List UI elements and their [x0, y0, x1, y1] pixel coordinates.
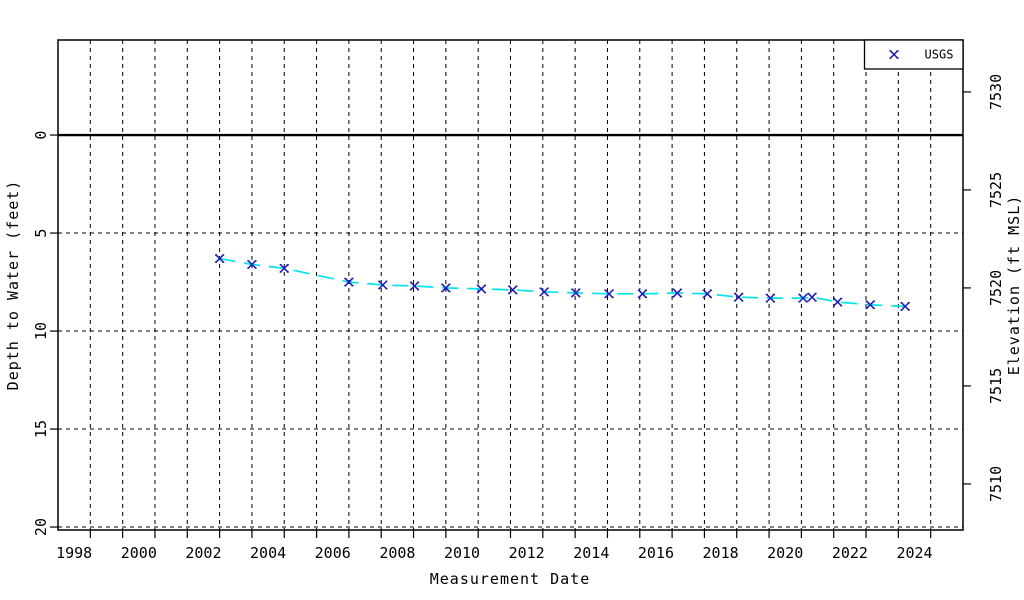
data-point-marker — [476, 284, 487, 294]
left-y-tick-label: 15 — [32, 420, 50, 438]
data-point-marker — [865, 300, 875, 310]
left-y-tick-label: 20 — [32, 518, 50, 536]
x-tick-label: 2014 — [573, 544, 609, 562]
left-y-tick-label: 10 — [32, 322, 50, 340]
data-point-marker — [571, 288, 581, 298]
data-point-marker — [441, 283, 451, 293]
data-point-marker — [672, 288, 682, 298]
right-y-axis-title: Elevation (ft MSL) — [1005, 195, 1023, 376]
x-tick-label: 1998 — [56, 544, 92, 562]
data-point-marker — [832, 297, 843, 307]
grid-layer — [58, 40, 963, 530]
data-point-marker — [604, 289, 614, 299]
x-tick-label: 2016 — [638, 544, 674, 562]
left-y-axis-title: Depth to Water (feet) — [4, 180, 22, 391]
left-y-tick-label: 0 — [32, 131, 50, 140]
x-tick-label: 2000 — [121, 544, 157, 562]
left-y-tick-label: 5 — [32, 229, 50, 238]
legend-x-marker-icon — [889, 50, 899, 59]
x-tick-label: 2018 — [703, 544, 739, 562]
data-point-marker — [344, 277, 354, 287]
data-point-marker — [702, 289, 712, 299]
legend-series-label: USGS — [925, 48, 954, 62]
data-point-marker — [765, 293, 775, 303]
x-tick-label: 2022 — [832, 544, 868, 562]
data-point-marker — [900, 302, 910, 311]
right-y-tick-label: 7525 — [987, 172, 1005, 208]
right-y-tick-label: 7530 — [987, 74, 1005, 110]
data-point-marker — [807, 292, 817, 302]
data-series-layer — [215, 254, 910, 311]
x-tick-label: 2006 — [315, 544, 351, 562]
x-tick-label: 2008 — [379, 544, 415, 562]
legend: USGS — [863, 39, 964, 70]
data-point-marker — [378, 280, 388, 290]
right-y-tick-label: 7510 — [987, 466, 1005, 502]
data-point-marker — [409, 281, 420, 291]
data-point-marker — [247, 260, 257, 269]
x-marker-icon — [889, 50, 899, 59]
x-tick-label: 2004 — [250, 544, 286, 562]
data-point-marker — [734, 292, 744, 302]
data-point-marker — [215, 254, 225, 263]
x-tick-label: 2024 — [896, 544, 932, 562]
x-tick-label: 2010 — [444, 544, 480, 562]
plot-border — [57, 39, 964, 531]
right-y-tick-label: 7520 — [987, 270, 1005, 306]
axis-tick-layer: 1998 2000 2002 2004 2006 2008 2010 2012 2014 2016… — [32, 74, 1005, 562]
data-point-marker — [798, 293, 808, 303]
legend-frame — [863, 39, 964, 70]
data-series-line — [219, 257, 906, 308]
data-point-marker — [508, 285, 518, 295]
data-point-marker — [637, 289, 647, 299]
data-point-marker — [539, 287, 549, 297]
x-tick-label: 2020 — [767, 544, 803, 562]
right-y-tick-label: 7515 — [987, 368, 1005, 404]
data-point-marker — [279, 263, 289, 273]
x-tick-label: 2012 — [509, 544, 545, 562]
x-tick-label: 2002 — [185, 544, 221, 562]
x-axis-title: Measurement Date — [430, 570, 591, 588]
